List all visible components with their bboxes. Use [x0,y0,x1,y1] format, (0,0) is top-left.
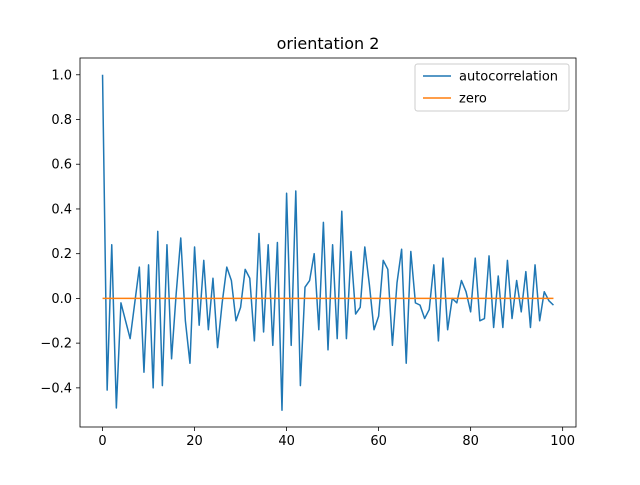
plot-area [101,74,554,411]
legend-label-zero: zero [459,92,487,107]
x-tick-label: 40 [278,434,295,449]
y-tick-label: 1.0 [51,68,72,83]
x-tick-label: 0 [98,434,106,449]
y-tick-label: 0.6 [51,158,72,173]
y-tick-label: 0.4 [51,202,72,217]
axes: 0 20 40 60 80 100 −0.4 −0.2 0.0 0.2 0.4 0.6 0.8 1.0 [40,57,577,449]
y-tick-label: 0.2 [51,247,72,262]
x-tick-label: 80 [462,434,479,449]
y-tick-label: 0.8 [51,113,72,128]
x-tick-label: 60 [370,434,387,449]
x-tick-label: 100 [550,434,575,449]
legend-label-autocorrelation: autocorrelation [459,70,558,85]
chart-title: orientation 2 [277,34,380,53]
legend: autocorrelation zero [414,63,570,112]
x-tick-label: 20 [186,434,203,449]
y-tick-label: −0.2 [40,337,72,352]
y-tick-label: −0.4 [40,381,72,396]
y-tick-label: 0.0 [51,292,72,307]
series-line-autocorrelation [101,74,554,411]
axes-frame [79,57,577,428]
legend-box [414,63,570,112]
